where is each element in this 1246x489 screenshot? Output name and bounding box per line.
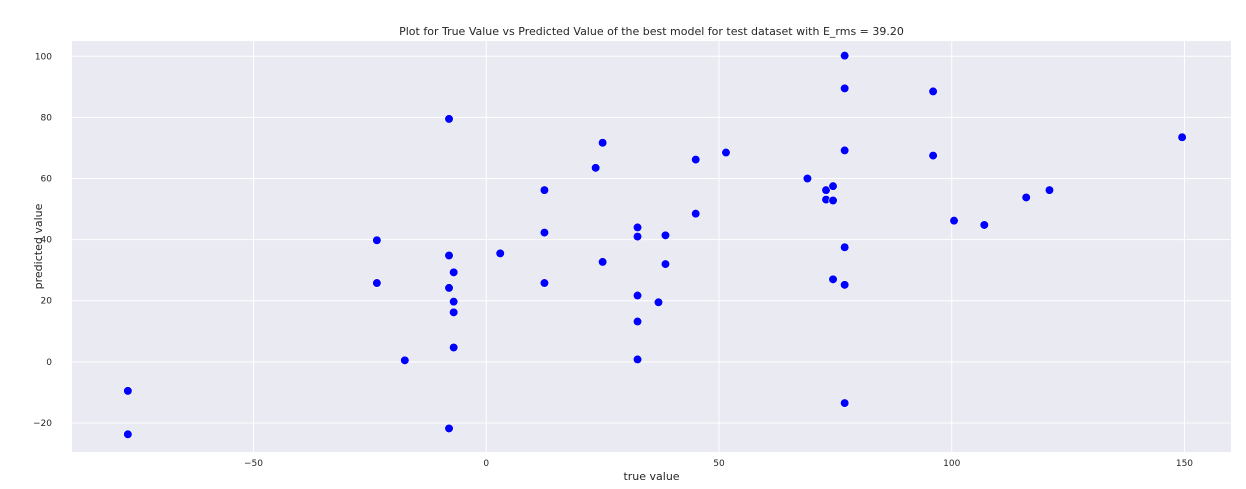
data-point	[598, 257, 608, 267]
data-point	[653, 297, 664, 307]
y-axis-ticks: −20 0 20 40 60 80 100	[33, 52, 52, 429]
data-point	[828, 274, 838, 284]
x-tick-label: 50	[713, 459, 725, 469]
data-point	[495, 248, 505, 258]
data-point	[539, 185, 550, 195]
data-point	[1177, 132, 1187, 142]
data-point	[444, 250, 454, 261]
data-point	[928, 86, 938, 97]
data-point	[539, 278, 550, 288]
data-points	[123, 51, 1187, 439]
data-point	[660, 259, 671, 269]
y-tick-label: 20	[41, 297, 53, 307]
y-tick-label: 100	[35, 52, 52, 62]
y-axis-label: predicted value	[32, 203, 45, 289]
x-tick-label: 0	[483, 459, 489, 469]
data-point	[821, 185, 831, 195]
data-point	[840, 280, 850, 290]
data-point	[840, 83, 850, 93]
plot-area	[72, 41, 1231, 452]
y-tick-label: 40	[41, 236, 53, 246]
data-point	[632, 231, 643, 242]
data-point	[123, 386, 133, 396]
data-point	[632, 222, 643, 233]
y-tick-label: 80	[41, 113, 53, 123]
x-tick-label: 100	[943, 459, 960, 469]
data-point	[660, 230, 671, 240]
data-point	[449, 297, 459, 307]
data-point	[372, 235, 382, 245]
data-point	[444, 114, 454, 124]
data-point	[444, 423, 454, 434]
data-point	[840, 145, 850, 155]
data-point	[372, 278, 382, 288]
data-point	[539, 227, 550, 238]
data-point	[449, 267, 459, 277]
data-point	[632, 354, 643, 365]
data-point	[691, 209, 701, 219]
data-point	[828, 181, 838, 191]
data-point	[979, 220, 989, 230]
x-axis-ticks: −50 0 50 100 150	[244, 459, 1193, 469]
grid-lines	[72, 41, 1231, 452]
data-point	[123, 429, 133, 439]
chart-title: Plot for True Value vs Predicted Value o…	[399, 25, 904, 38]
data-point	[928, 150, 938, 161]
x-axis-label: true value	[623, 470, 679, 483]
x-tick-label: 150	[1176, 459, 1193, 469]
data-point	[444, 283, 454, 293]
data-point	[828, 195, 838, 206]
data-point	[840, 51, 850, 61]
data-point	[400, 355, 410, 365]
data-point	[632, 316, 643, 327]
y-tick-label: 0	[46, 358, 52, 368]
data-point	[802, 173, 813, 184]
data-point	[721, 147, 731, 158]
data-point	[632, 290, 643, 301]
data-point	[1021, 192, 1031, 203]
x-tick-label: −50	[244, 459, 263, 469]
data-point	[691, 154, 701, 165]
y-tick-label: 60	[41, 175, 53, 185]
data-point	[449, 342, 459, 353]
data-point	[591, 163, 601, 173]
data-point	[949, 216, 959, 226]
y-tick-label: −20	[33, 419, 52, 429]
data-point	[598, 138, 608, 148]
data-point	[840, 398, 850, 408]
data-point	[449, 307, 459, 317]
data-point	[1044, 185, 1055, 195]
data-point	[840, 242, 850, 252]
